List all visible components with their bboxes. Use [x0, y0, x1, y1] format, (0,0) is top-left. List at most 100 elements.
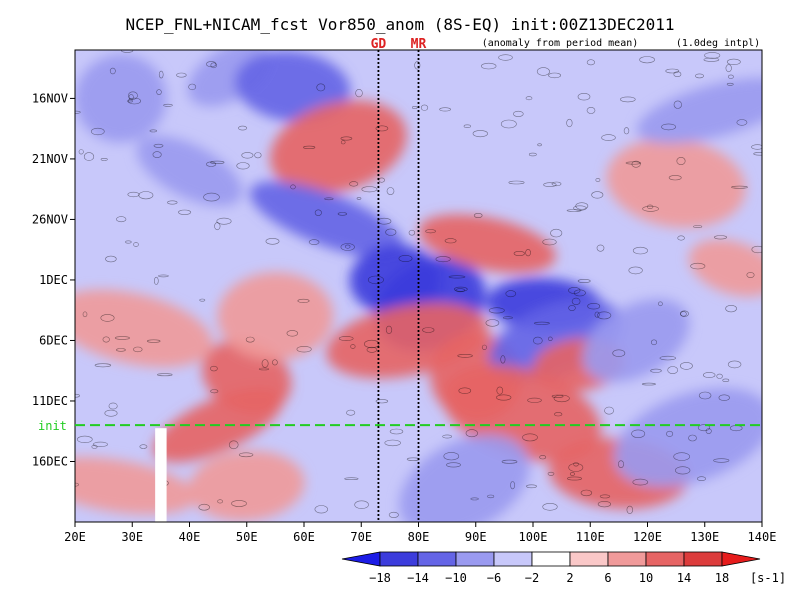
anomaly-blob [614, 387, 762, 487]
contour-speck [133, 346, 143, 353]
colorbar-label: −2 [525, 571, 539, 585]
anomaly-blob [688, 239, 762, 297]
contour-speck [75, 110, 81, 114]
contour-speck [463, 124, 471, 128]
contour-speck [659, 355, 676, 361]
contour-speck [673, 100, 682, 109]
contour-speck [536, 67, 550, 76]
contour-speck [158, 274, 169, 278]
contour-speck [591, 191, 604, 199]
contour-speck [596, 244, 605, 252]
contour-speck [690, 262, 706, 270]
contour-speck [566, 209, 582, 212]
contour-speck [296, 346, 312, 353]
contour-speck [473, 213, 483, 219]
anomaly-blob [75, 289, 213, 368]
contour-speck [668, 175, 682, 181]
marker-label-mr: MR [411, 37, 427, 52]
colorbar-swatch [493, 551, 533, 567]
contour-speck [676, 157, 686, 166]
contour-speck [453, 286, 468, 292]
contour-speck [658, 301, 663, 307]
contour-speck [481, 344, 487, 350]
contour-speck [125, 240, 132, 244]
contour-speck [713, 458, 730, 463]
contour-speck [631, 160, 641, 168]
contour-speck [698, 391, 712, 400]
contour-speck [139, 444, 148, 449]
x-tick-label: 40E [179, 530, 201, 544]
colorbar-label: −6 [487, 571, 501, 585]
colorbar-swatch [341, 551, 381, 567]
contour-speck [420, 104, 429, 111]
contour-speck [488, 307, 505, 314]
colorbar-swatch [455, 551, 495, 567]
contour-speck [340, 140, 346, 145]
contour-speck [108, 402, 118, 410]
contour-speck [528, 152, 537, 157]
contour-speck [623, 127, 630, 135]
colorbar-swatch [379, 551, 419, 567]
contour-speck [356, 197, 362, 200]
x-tick-label: 80E [408, 530, 430, 544]
contour-speck [444, 238, 457, 244]
contour-speck [510, 481, 515, 490]
contour-speck [297, 298, 310, 303]
contour-speck [203, 192, 220, 202]
contour-speck [412, 106, 418, 110]
contour-speck [568, 463, 584, 472]
colorbar-swatch [721, 551, 761, 567]
colorbar-swatch [417, 551, 457, 567]
contour-speck [378, 177, 385, 183]
y-axis: 16NOV 21NOV 26NOV 1DEC 6DEC 11DEC 16DEC [32, 91, 75, 468]
contour-speck [303, 145, 316, 149]
anomaly-blob [136, 135, 243, 207]
contour-speck [547, 336, 553, 341]
contour-speck [77, 435, 93, 444]
contour-speck [551, 394, 564, 398]
contour-speck [639, 56, 655, 64]
contour-speck [716, 373, 723, 379]
contour-speck [94, 363, 112, 368]
contour-speck [727, 360, 742, 369]
contour-speck [696, 476, 706, 482]
contour-speck [116, 216, 127, 223]
x-tick-label: 50E [236, 530, 258, 544]
contour-speck [575, 202, 589, 210]
contour-speck [573, 462, 579, 467]
contour-speck [210, 62, 217, 69]
contour-speck [753, 152, 762, 156]
colorbar-label: 14 [677, 571, 691, 585]
contour-speck [650, 339, 657, 346]
contour-speck [481, 62, 497, 70]
contour-speck [448, 275, 466, 279]
contour-speck [446, 462, 461, 468]
contour-speck [641, 382, 656, 386]
contour-speck [439, 107, 451, 112]
contour-speck [580, 489, 593, 497]
contour-speck [665, 68, 680, 74]
colorbar-swatch [569, 551, 609, 567]
contour-speck [548, 72, 561, 79]
contour-speck [728, 74, 734, 79]
contour-speck [254, 152, 262, 159]
contour-speck [152, 151, 162, 158]
contour-speck [543, 182, 557, 187]
contour-speck [236, 162, 250, 170]
contour-speck [667, 366, 679, 374]
colorbar-unit: [s-1] [750, 571, 786, 585]
y-tick-label: 11DEC [32, 394, 68, 408]
contour-speck [722, 378, 730, 382]
contour-speck [458, 387, 472, 394]
contour-speck [713, 235, 727, 240]
contour-speck [704, 52, 721, 59]
contour-speck [157, 373, 173, 377]
contour-speck [508, 180, 525, 185]
contour-speck [286, 330, 298, 337]
contour-speck [176, 72, 187, 78]
contour-speck [210, 160, 225, 164]
contour-speck [92, 441, 108, 448]
contour-speck [198, 503, 210, 511]
contour-speck [206, 61, 217, 68]
contour-speck [349, 181, 359, 187]
